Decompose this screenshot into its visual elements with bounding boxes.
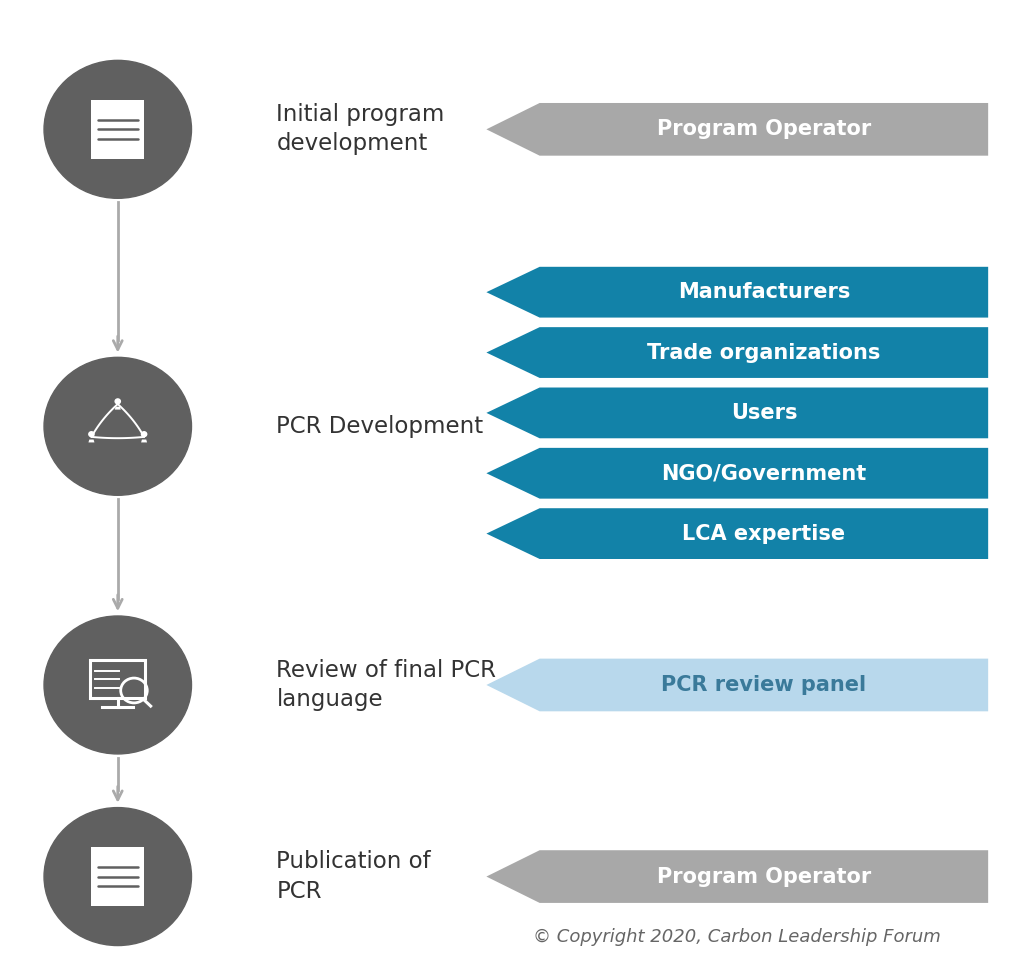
Text: Program Operator: Program Operator xyxy=(656,867,871,886)
Text: Users: Users xyxy=(731,403,797,422)
Text: PCR review panel: PCR review panel xyxy=(662,675,866,695)
Circle shape xyxy=(44,60,191,198)
Circle shape xyxy=(115,399,121,404)
Text: PCR Development: PCR Development xyxy=(276,415,483,438)
Polygon shape xyxy=(486,851,988,902)
Polygon shape xyxy=(486,267,988,318)
Polygon shape xyxy=(141,440,147,443)
Polygon shape xyxy=(486,328,988,377)
Polygon shape xyxy=(486,103,988,156)
Polygon shape xyxy=(88,440,94,443)
FancyBboxPatch shape xyxy=(91,847,144,906)
Polygon shape xyxy=(486,388,988,439)
Circle shape xyxy=(44,357,191,495)
Polygon shape xyxy=(486,851,988,902)
Polygon shape xyxy=(486,508,988,559)
Text: Review of final PCR
language: Review of final PCR language xyxy=(276,659,497,711)
Polygon shape xyxy=(486,445,988,502)
Polygon shape xyxy=(486,659,988,712)
Text: Initial program
development: Initial program development xyxy=(276,103,444,155)
Polygon shape xyxy=(486,103,988,156)
Text: © Copyright 2020, Carbon Leadership Forum: © Copyright 2020, Carbon Leadership Foru… xyxy=(534,928,941,946)
Polygon shape xyxy=(486,448,988,499)
Text: LCA expertise: LCA expertise xyxy=(682,524,846,543)
Circle shape xyxy=(44,616,191,754)
Polygon shape xyxy=(486,385,988,441)
FancyBboxPatch shape xyxy=(91,100,144,159)
Text: Manufacturers: Manufacturers xyxy=(678,283,850,302)
Polygon shape xyxy=(486,659,988,712)
Text: Program Operator: Program Operator xyxy=(656,120,871,139)
Polygon shape xyxy=(486,506,988,561)
Circle shape xyxy=(44,808,191,946)
Circle shape xyxy=(89,432,94,437)
Polygon shape xyxy=(486,264,988,321)
Text: Publication of
PCR: Publication of PCR xyxy=(276,851,431,902)
Text: NGO/Government: NGO/Government xyxy=(662,464,866,483)
Circle shape xyxy=(141,432,146,437)
Text: Trade organizations: Trade organizations xyxy=(647,343,881,362)
Polygon shape xyxy=(115,407,121,410)
Polygon shape xyxy=(486,325,988,380)
